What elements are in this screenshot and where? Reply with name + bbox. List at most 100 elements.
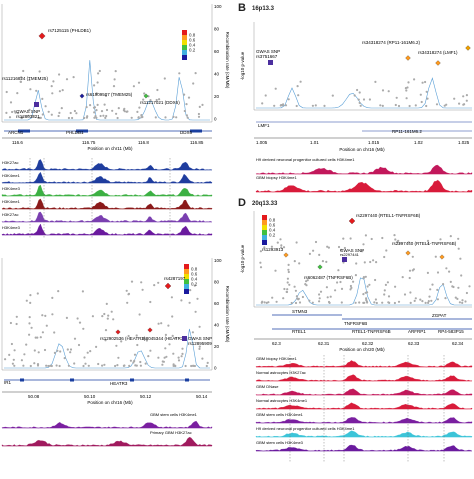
panel-d-legend-tick: 0.4	[269, 228, 276, 233]
panel-d-snp-point	[290, 301, 293, 305]
panel-c-snp-point	[15, 322, 18, 326]
panel-a-track-label: H3K27ac	[2, 160, 18, 165]
panel-d-snp-point	[383, 293, 386, 296]
panel-c-legend-segment	[184, 274, 189, 279]
panel-d-snp-point	[308, 252, 311, 255]
panel-a-snp-point	[28, 78, 31, 82]
panel-d-snp-point	[288, 283, 291, 286]
panel-c-snp-point	[67, 364, 70, 367]
panel-c-snp-point	[180, 355, 183, 358]
panel-d-snp-point	[436, 271, 440, 274]
panel-c-snp-point	[157, 281, 160, 284]
panel-a-legend-segment	[182, 50, 187, 55]
panel-c-gwas-label: GWAS SNP	[188, 336, 212, 341]
panel-d-snp-point	[396, 240, 399, 243]
panel-d-snp-point	[318, 297, 321, 300]
panel-c-snp-point	[188, 301, 191, 304]
panel-c-snp-point	[127, 293, 130, 296]
panel-b-snp-point	[284, 104, 288, 107]
panel-a-ylabel: Recombination rate (cM/Mb)	[225, 32, 230, 89]
panel-d-snp-point	[374, 298, 377, 301]
panel-b-snp-point	[299, 80, 302, 83]
panel-a-snp-label: rs11217021 (DDX6)	[140, 100, 180, 105]
panel-c-snp-point	[53, 351, 57, 354]
panel-d-lead-snp	[348, 217, 356, 225]
panel-a-snp-point	[123, 107, 126, 110]
panel-d-snp-point	[301, 295, 304, 299]
panel-d-snp-point	[282, 297, 285, 300]
panel-c-xtick: 50.14	[196, 394, 208, 399]
panel-d-snp-point	[370, 237, 373, 241]
panel-c-track	[1, 420, 213, 429]
panel-c-exon	[130, 378, 134, 382]
panel-a-track	[1, 171, 213, 184]
panel-a-recomb-line	[4, 60, 210, 121]
panel-c-snp-point	[184, 364, 187, 368]
panel-a-ytick: 100	[214, 4, 222, 9]
panel-b-snp-point	[359, 104, 362, 107]
panel-a-snp-point	[143, 92, 146, 95]
panel-c-snp-point	[69, 351, 72, 354]
panel-a-snp-point	[137, 116, 140, 119]
panel-d-snp-point	[457, 247, 460, 250]
panel-c-snp-label: rs12902536 (HEATR3)	[100, 336, 146, 341]
panel-a-snp-point	[20, 76, 23, 79]
panel-c-legend-tick: 0.4	[191, 277, 198, 282]
panel-c-snp-point	[123, 364, 126, 367]
panel-b-snp-point	[413, 78, 416, 81]
panel-d-legend-segment	[262, 225, 267, 230]
panel-a-snp-point	[197, 115, 201, 118]
panel-d-snp-point	[294, 301, 298, 305]
panel-d-snp-point	[293, 260, 296, 263]
panel-a-gwas-label: GWAS SNP	[16, 109, 40, 114]
panel-b-recomb-line	[256, 77, 472, 109]
panel-d-track-label: GBM stem cells H3K4me3	[256, 440, 304, 445]
panel-a-ytick: 40	[214, 72, 220, 77]
panel-c-snp-point	[101, 315, 104, 318]
panel-d-snp-point	[412, 268, 415, 271]
panel-d-snp-point	[327, 300, 331, 304]
panel-a-snp-point	[186, 116, 189, 119]
panel-c-snp-point	[51, 313, 54, 316]
panel-b-snp-point	[394, 103, 397, 107]
panel-d-snp-point	[311, 301, 314, 304]
panel-c-snp-point	[103, 312, 106, 316]
panel-d-legend-segment	[262, 235, 267, 240]
panel-d-snp-point	[321, 260, 324, 263]
panel-d-snp-point	[436, 298, 439, 301]
panel-b-snp-point	[287, 98, 290, 101]
panel-c-track-label: GBM stem cells H3K4me1	[150, 412, 198, 417]
panel-a-snp-point	[37, 116, 40, 120]
panel-d: D 20q13.33 -log10 p-value 0.8 0.6 0.4 0.2 rs2…	[232, 195, 474, 474]
panel-a-track-label: H3K27ac	[2, 212, 18, 217]
panel-c-legend-tick: 0.8	[191, 267, 198, 272]
panel-a-snp-point	[104, 94, 108, 97]
panel-d-snp-point	[297, 298, 300, 301]
panel-c-snp-point	[144, 362, 147, 365]
panel-d-snp-point	[349, 288, 352, 291]
panel-a-snp-point	[99, 114, 102, 118]
panel-c-snp-point	[30, 326, 33, 329]
panel-a-snp-point	[130, 116, 133, 119]
panel-c-snp-point	[145, 339, 148, 342]
panel-c-snp-point	[163, 356, 166, 359]
panel-a-snp-point	[115, 112, 118, 115]
panel-d-snp-point	[286, 277, 289, 280]
panel-d-snp-point	[454, 296, 457, 299]
panel-c-snp-point	[136, 343, 139, 347]
panel-b-snp-point	[419, 93, 422, 96]
panel-d-snp-label: rs2297440 (RTEL1-TNFRSF6B)	[392, 241, 457, 246]
panel-b-xtick: 1.01	[310, 140, 319, 145]
panel-c-snp-point	[196, 297, 199, 300]
panel-d-legend-segment	[262, 240, 267, 245]
panel-c-snp-point	[59, 350, 62, 353]
panel-c-snp-point	[170, 296, 173, 299]
panel-c-snp-point	[45, 364, 48, 367]
panel-a-snp-point	[9, 101, 13, 104]
panel-c-snp-point	[198, 325, 201, 328]
panel-b-snp-point	[405, 97, 408, 100]
panel-d-snp-point	[325, 260, 328, 263]
panel-c-legend-segment	[184, 284, 189, 289]
panel-c-snp-point	[153, 284, 156, 287]
